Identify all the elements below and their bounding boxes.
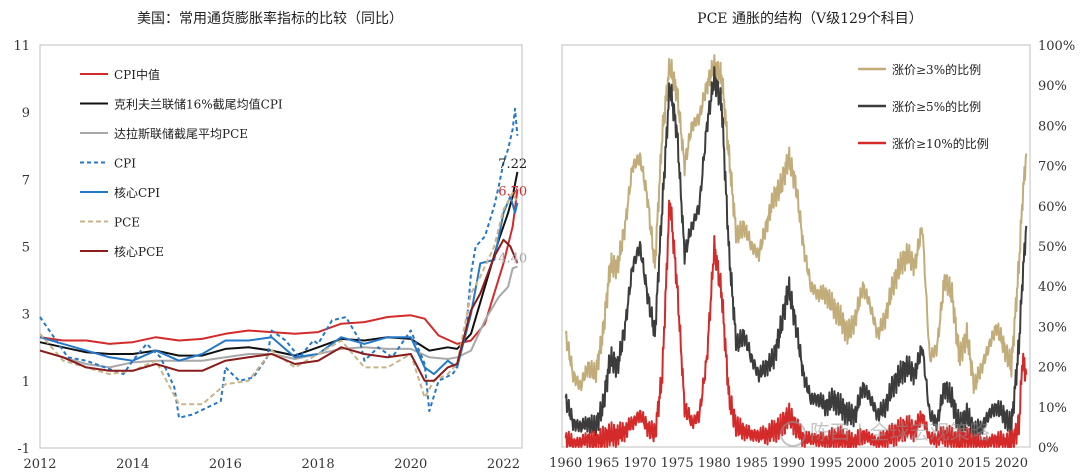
left-value-annotation: 7.22 [498,157,527,172]
left-legend-label: PCE [114,216,140,230]
left-value-annotation: 6.70 [498,184,527,199]
right-x-tick-label: 1990 [772,456,805,471]
left-y-tick-label: 3 [22,308,30,323]
right-x-tick-label: 1995 [809,456,842,471]
left-value-annotation: 4.40 [498,252,527,267]
right-y-tick-label: 50% [1038,240,1067,255]
left-series-line [39,238,519,382]
left-chart-title: 美国：常用通货膨胀率指标的比较（同比） [137,11,403,27]
right-chart-svg: 0% 10% 20% 30% 40% 50% 60% 70% 80% 90% 100% 1960 196… [549,39,1075,471]
left-y-tick-label: 11 [13,39,30,54]
left-chart-svg: -1 1 3 5 7 9 11 2012 2014 2016 2018 2020 2022 CPI中值克利… [13,39,527,472]
right-x-tick-label: 2000 [846,456,879,471]
right-legend-label: 涨价≥10%的比例 [892,136,989,151]
right-x-tick-label: 1960 [549,456,582,471]
watermark: 陈西 | 全球宏观策略 [780,416,989,447]
left-plot-frame [39,44,523,449]
left-series-line [39,171,519,357]
right-x-tick-label: 1975 [661,456,694,471]
right-x-tick-label: 2010 [921,456,954,471]
left-y-tick-label: 1 [22,375,30,390]
right-y-tick-label: 0% [1038,441,1059,456]
left-legend-label: 达拉斯联储截尾平均PCE [114,126,248,141]
right-series-line [564,54,1028,394]
left-legend-label: CPI中值 [114,67,160,82]
right-y-tick-label: 60% [1038,200,1067,215]
left-series-line [39,265,518,369]
right-legend-label: 涨价≥5%的比例 [892,99,981,114]
left-x-tick-label: 2020 [394,457,427,472]
left-x-tick-label: 2022 [487,457,520,472]
right-y-tick-label: 80% [1038,119,1067,134]
left-series-line [39,189,519,345]
left-y-tick-label: 7 [22,173,30,188]
left-x-tick-label: 2012 [23,457,56,472]
left-y-tick-label: 9 [22,106,30,121]
left-chart-panel: 美国：常用通货膨胀率指标的比较（同比） -1 1 3 5 7 9 11 2012 2014 201… [13,11,527,472]
right-x-tick-label: 1965 [586,456,619,471]
right-y-tick-label: 20% [1038,361,1067,376]
left-y-tick-label: -1 [17,442,30,457]
left-x-tick-label: 2014 [116,457,149,472]
right-x-tick-label: 1980 [698,456,731,471]
left-legend-label: 核心PCE [114,245,164,259]
right-x-tick-label: 2015 [958,456,991,471]
right-y-tick-label: 90% [1038,79,1067,94]
wechat-logo-icon [780,420,806,447]
right-y-tick-label: 100% [1038,39,1075,54]
right-plot-frame [561,44,1031,448]
left-series-line [39,191,519,406]
left-legend-label: 核心CPI [114,186,160,200]
right-legend-label: 涨价≥3%的比例 [892,62,981,77]
right-y-tick-label: 30% [1038,320,1067,335]
right-y-tick-label: 70% [1038,160,1067,175]
right-x-tick-label: 1970 [623,456,656,471]
left-series-line [39,107,519,419]
left-legend-label: CPI [114,157,136,171]
watermark-text: 陈西 | 全球宏观策略 [810,420,990,444]
right-y-tick-label: 10% [1038,401,1067,416]
right-x-tick-label: 1985 [735,456,768,471]
left-legend-label: 克利夫兰联储16%截尾均值CPI [114,97,283,112]
right-series-line [564,66,1028,442]
right-x-tick-label: 2005 [883,456,916,471]
right-chart-title: PCE 通胀的结构（V级129个科目） [697,11,923,27]
left-y-tick-label: 5 [22,241,30,256]
right-x-tick-label: 2020 [995,456,1028,471]
left-x-tick-label: 2018 [302,457,335,472]
right-y-tick-label: 40% [1038,280,1067,295]
right-chart-panel: PCE 通胀的结构（V级129个科目） 0% 10% 20% 30% 40% 50% 60%… [540,0,1080,476]
left-x-tick-label: 2016 [209,457,242,472]
